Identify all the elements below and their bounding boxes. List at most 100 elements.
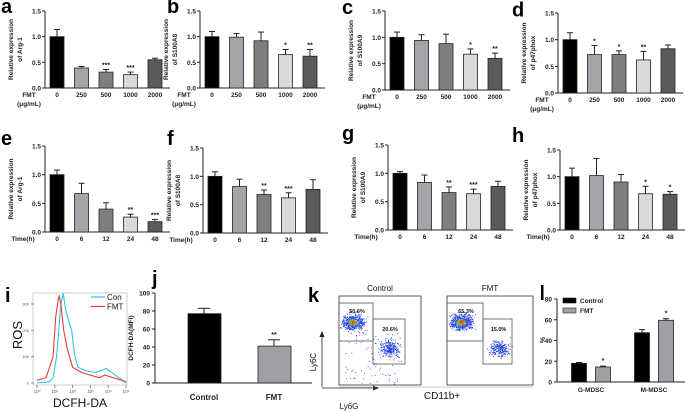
flow-event-dot [466, 324, 467, 326]
flow-event-dot [392, 347, 394, 349]
y-tick-label: 200 [22, 328, 29, 333]
flow-event-dot [450, 326, 452, 327]
bar [123, 216, 138, 233]
flow-event-dot [455, 314, 457, 316]
flow-event-dot [354, 312, 356, 314]
x-tick-label: 2000 [303, 92, 318, 99]
flow-event-dot [458, 324, 459, 326]
flow-event-dot [501, 349, 503, 351]
flow-event-dot [351, 324, 352, 326]
flow-event-dot [377, 339, 379, 341]
flow-event-dot [387, 345, 388, 346]
flow-event-dot [395, 349, 397, 350]
y-tick-label: 40 [143, 345, 151, 352]
flow-event-dot [506, 348, 508, 349]
y-tick-label: 1.5 [545, 11, 554, 18]
flow-event-dot [392, 365, 394, 366]
flow-event-dot [472, 319, 473, 320]
flow-event-dot [461, 323, 463, 325]
bar [49, 36, 65, 89]
y-tick-label: 0.0 [32, 86, 41, 93]
flow-event-dot [354, 324, 356, 326]
bar [587, 54, 602, 94]
flow-event-dot [497, 348, 499, 349]
flow-event-dot [463, 318, 465, 320]
flow-event-dot [356, 325, 358, 327]
flow-event-dot [393, 352, 395, 354]
flow-event-dot [359, 328, 361, 330]
flow-event-dot [385, 350, 387, 352]
bar [232, 186, 247, 234]
flow-event-dot [455, 315, 456, 317]
flow-event-dot [496, 346, 498, 348]
flow-event-dot [345, 317, 347, 319]
flow-event-dot [459, 327, 461, 329]
flow-event-dot [354, 322, 356, 324]
flow-event-dot [467, 320, 469, 322]
flow-event-dot [394, 348, 396, 350]
flow-event-dot [398, 351, 400, 353]
bar [634, 332, 650, 383]
x-axis-label: (μg/mL) [172, 101, 196, 108]
flow-event-dot [472, 320, 474, 322]
flow-event-dot [396, 352, 397, 353]
flow-event-dot [373, 364, 375, 366]
gate-percentage: 20.6% [382, 327, 398, 333]
flow-event-dot [466, 325, 467, 327]
flow-event-dot [346, 316, 348, 318]
flow-event-dot [461, 319, 463, 321]
flow-event-dot [347, 318, 349, 319]
flow-event-dot [346, 322, 348, 324]
flow-event-dot [466, 328, 468, 329]
bar [658, 319, 674, 383]
flow-event-dot [360, 313, 362, 315]
flow-event-dot [353, 326, 355, 327]
y-tick-label: 1.5 [190, 146, 199, 153]
flow-event-dot [389, 345, 391, 347]
y-tick-label: 0.5 [190, 202, 199, 209]
flow-event-dot [458, 322, 460, 324]
flow-event-dot [456, 320, 458, 322]
flow-event-dot [493, 352, 495, 353]
flow-event-dot [392, 348, 394, 350]
y-tick-label: 20 [143, 363, 151, 370]
flow-event-dot [354, 313, 356, 315]
flow-event-dot [357, 316, 359, 318]
flow-event-dot [388, 355, 390, 356]
x-tick-label: 250 [76, 92, 87, 99]
flow-event-dot [457, 321, 459, 323]
x-tick-label: 0 [568, 97, 572, 104]
x-tick-label: 10² [69, 389, 76, 394]
flow-event-dot [457, 325, 459, 327]
flow-event-dot [355, 324, 357, 326]
flow-event-dot [398, 351, 400, 353]
flow-event-dot [390, 340, 392, 342]
flow-event-dot [394, 357, 396, 359]
flow-event-dot [382, 350, 383, 352]
flow-event-dot [385, 344, 387, 346]
flow-event-dot [384, 348, 386, 350]
flow-event-dot [385, 353, 387, 355]
flow-event-dot [461, 320, 463, 322]
flow-event-dot [346, 324, 347, 325]
flow-event-dot [467, 323, 469, 324]
flow-event-dot [464, 314, 466, 315]
flow-event-dot [348, 322, 350, 324]
flow-event-dot [459, 325, 461, 327]
flow-event-dot [352, 320, 353, 321]
flow-event-dot [380, 357, 381, 359]
flow-event-dot [352, 329, 353, 330]
flow-event-dot [387, 347, 388, 349]
flow-event-dot [497, 341, 499, 343]
flow-event-dot [451, 323, 453, 325]
flow-event-dot [356, 320, 358, 321]
flow-event-dot [390, 347, 392, 349]
flow-event-dot [455, 324, 457, 326]
panel-letter-b: b [167, 0, 179, 18]
flow-event-dot [358, 321, 360, 323]
flow-event-dot [502, 350, 503, 352]
flow-event-dot [357, 323, 359, 324]
flow-event-dot [367, 347, 369, 349]
flow-event-dot [469, 324, 471, 326]
x-axis-label: Time(h) [11, 236, 34, 243]
